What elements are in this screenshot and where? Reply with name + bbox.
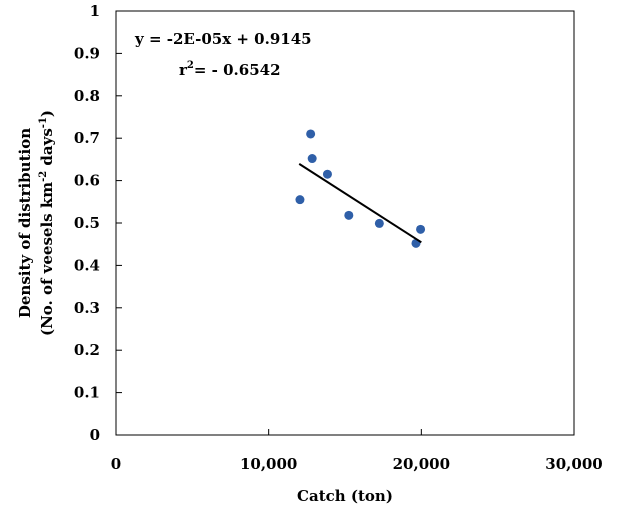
data-point [322, 169, 332, 179]
y-tick-label: 0.4 [74, 256, 100, 274]
y-tick-label: 0.9 [74, 44, 100, 62]
regression-equation: y = -2E-05x + 0.9145 [134, 30, 312, 48]
data-point [295, 195, 305, 205]
x-tick-label: 0 [111, 455, 121, 473]
y-tick-label: 0.7 [74, 129, 100, 147]
data-point [306, 129, 316, 139]
y-axis: 0 0.1 0.2 0.3 0.4 0.5 0.6 0.7 0.8 0.9 1 [74, 2, 122, 444]
r-squared-base: r [179, 61, 188, 79]
y-tick-label: 0.2 [74, 341, 100, 359]
y-tick-label: 0.5 [74, 214, 100, 232]
y-tick-label: 0.1 [74, 384, 100, 402]
y-tick-label: 0.3 [74, 299, 100, 317]
data-point [344, 210, 354, 220]
trendline [298, 163, 422, 244]
y-tick-label: 0.6 [74, 172, 100, 190]
data-point [374, 218, 384, 228]
x-tick-label: 10,000 [240, 455, 297, 473]
y-axis-title-part2: days [38, 128, 56, 171]
data-series [295, 129, 426, 248]
y-tick-label: 0.8 [74, 87, 100, 105]
y-axis-title-line2: (No. of veesels km-2 days-1) [38, 110, 56, 336]
x-tick-label: 20,000 [393, 455, 450, 473]
r-squared-label: r2= - 0.6542 [179, 60, 281, 79]
r-squared-sup: 2 [187, 60, 194, 71]
y-axis-title-sup2: -1 [38, 117, 49, 128]
y-axis-title-line1: Density of distribution [16, 128, 34, 318]
data-point [307, 154, 317, 164]
r-squared-value: = - 0.6542 [194, 61, 281, 79]
y-tick-label: 1 [90, 2, 100, 20]
x-tick-label: 30,000 [545, 455, 602, 473]
x-axis-title: Catch (ton) [297, 487, 393, 505]
y-axis-title-part1: (No. of veesels km [38, 182, 56, 336]
y-axis-title: Density of distribution (No. of veesels … [16, 110, 56, 336]
y-axis-title-sup1: -2 [38, 171, 49, 182]
y-axis-title-part3: ) [38, 110, 56, 117]
y-tick-label: 0 [90, 426, 100, 444]
data-point [416, 224, 426, 234]
x-axis: 0 10,000 20,000 30,000 [111, 429, 603, 473]
